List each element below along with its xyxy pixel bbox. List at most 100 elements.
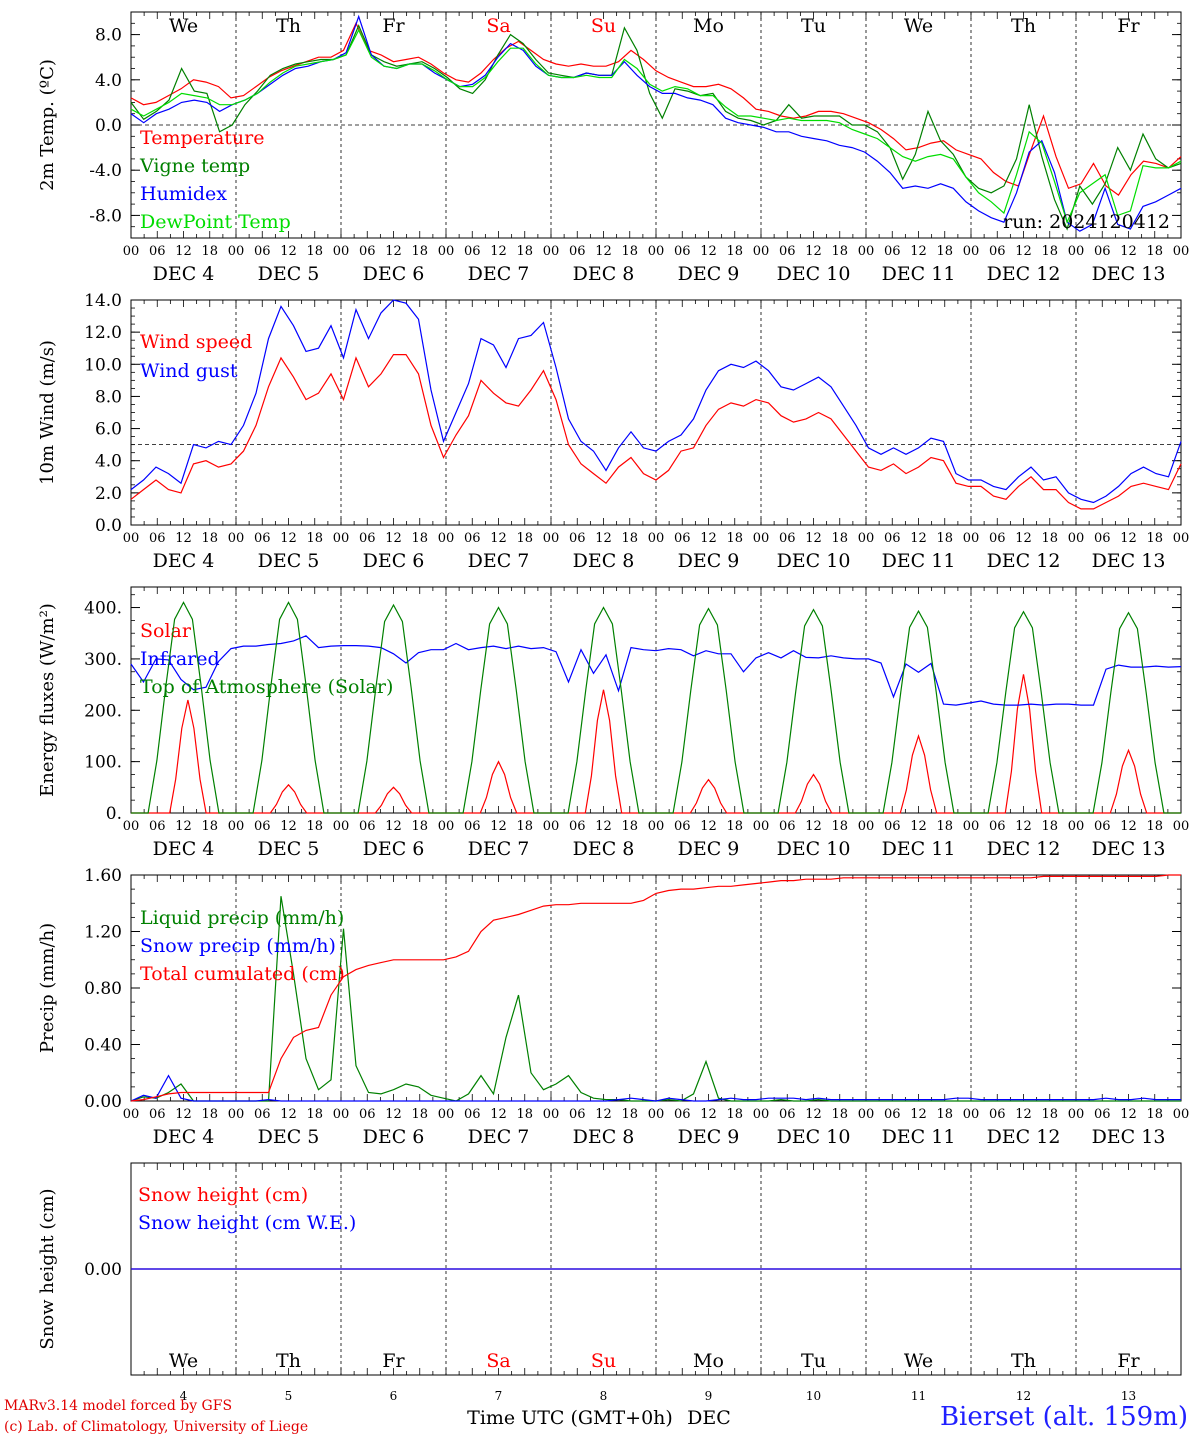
hour-label: 00 [963,244,980,259]
y-axis-title: Energy fluxes (W/m²) [37,603,58,797]
hour-label: 12 [910,1107,927,1122]
date-label: DEC 8 [573,1126,635,1148]
day-number: 6 [390,1389,398,1403]
hour-label: 00 [438,1107,455,1122]
hour-label: 06 [254,819,271,834]
hour-label: 12 [1120,531,1137,546]
hour-label: 12 [490,244,507,259]
hour-label: 18 [201,244,218,259]
day-name: Mo [693,15,724,37]
hour-label: 18 [621,1107,638,1122]
day-number: 9 [705,1389,713,1403]
day-name: Tu [801,15,826,37]
hour-label: 12 [1015,531,1032,546]
y-tick-label: 1.60 [84,866,122,886]
hour-label: 12 [700,1107,717,1122]
y-axis-title: 10m Wind (m/s) [37,340,58,485]
hour-label: 12 [175,531,192,546]
day-name: Th [276,1350,301,1372]
hour-label: 18 [306,244,323,259]
legend-entry: Temperature [140,127,264,149]
day-number: 5 [285,1389,293,1403]
hour-label: 12 [490,531,507,546]
legend-entry: Wind speed [140,331,252,353]
hour-label: 00 [1173,531,1190,546]
date-label: DEC 13 [1092,838,1166,860]
date-label: DEC 5 [258,263,320,285]
hour-label: 06 [1094,531,1111,546]
hour-label: 00 [1173,819,1190,834]
hour-label: 12 [595,531,612,546]
hour-label: 12 [805,1107,822,1122]
hour-label: 00 [963,819,980,834]
hour-label: 12 [280,244,297,259]
legend-entry: Snow precip (mm/h) [140,935,336,957]
legend-entry: Snow height (cm) [138,1184,308,1206]
hour-label: 18 [516,531,533,546]
hour-label: 12 [280,819,297,834]
hour-label: 12 [1015,819,1032,834]
hour-label: 12 [385,244,402,259]
x-axis-title: Time UTC (GMT+0h) [467,1407,673,1429]
legend-entry: DewPoint Temp [140,211,291,233]
date-label: DEC 12 [987,263,1061,285]
y-tick-label: 8.0 [95,26,122,46]
hour-label: 12 [595,819,612,834]
hour-label: 00 [1068,1107,1085,1122]
hour-label: 06 [359,819,376,834]
date-label: DEC 11 [882,1126,956,1148]
hour-label: 00 [333,531,350,546]
hour-label: 18 [726,819,743,834]
day-name: Mo [693,1350,724,1372]
hour-label: 00 [858,1107,875,1122]
y-tick-label: -8.0 [89,206,122,226]
y-tick-label: 0.80 [84,979,122,999]
x-axis-month: DEC [687,1407,731,1429]
series-line-infrared [130,635,1182,706]
y-axis-title: 2m Temp. (ºC) [37,59,58,191]
hour-label: 12 [1015,1107,1032,1122]
y-tick-label: 2.0 [95,484,122,504]
hour-label: 18 [621,531,638,546]
y-tick-label: 0. [106,804,122,824]
date-label: DEC 10 [777,550,851,572]
date-label: DEC 6 [363,263,425,285]
hour-label: 12 [1120,819,1137,834]
day-name: Fr [382,15,405,37]
y-tick-label: 4.0 [95,452,122,472]
hour-label: 12 [910,531,927,546]
hour-label: 18 [411,531,428,546]
hour-label: 18 [201,819,218,834]
hour-label: 12 [1120,1107,1137,1122]
hour-label: 00 [543,244,560,259]
y-tick-label: 400. [84,599,122,619]
hour-label: 00 [228,1107,245,1122]
hour-label: 06 [569,244,586,259]
hour-label: 12 [700,531,717,546]
date-label: DEC 7 [468,550,530,572]
hour-label: 12 [595,1107,612,1122]
date-label: DEC 5 [258,1126,320,1148]
day-name: We [904,1350,933,1372]
hour-label: 18 [1146,819,1163,834]
date-label: DEC 7 [468,1126,530,1148]
hour-label: 00 [333,819,350,834]
hour-label: 06 [464,819,481,834]
hour-label: 06 [989,244,1006,259]
hour-label: 06 [779,244,796,259]
day-name: Fr [1117,1350,1140,1372]
series-line-top-of-atmosphere-solar- [131,601,1181,814]
day-name: We [904,15,933,37]
hour-label: 00 [123,819,140,834]
hour-label: 00 [333,1107,350,1122]
hour-label: 06 [884,1107,901,1122]
hour-label: 12 [385,819,402,834]
hour-label: 00 [753,531,770,546]
y-tick-label: 12.0 [84,323,122,343]
hour-label: 06 [674,244,691,259]
day-name: Tu [801,1350,826,1372]
hour-label: 18 [831,531,848,546]
day-number: 7 [495,1389,503,1403]
hour-label: 00 [333,244,350,259]
hour-label: 00 [753,244,770,259]
